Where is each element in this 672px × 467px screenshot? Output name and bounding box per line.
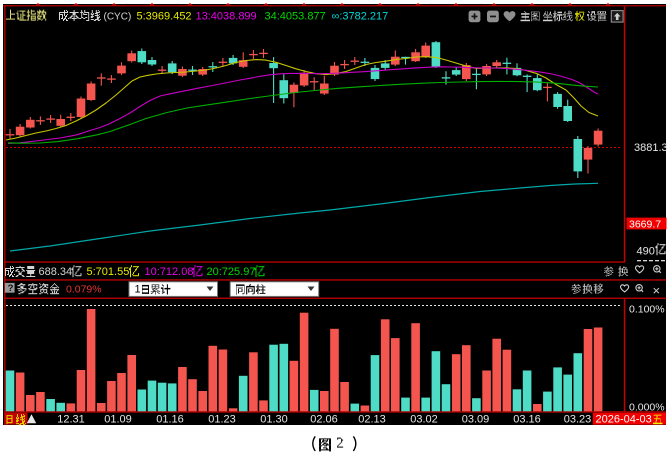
- svg-text:03.23: 03.23: [564, 413, 592, 425]
- svg-text:3881.3: 3881.3: [634, 142, 668, 154]
- svg-text:5:3969.452: 5:3969.452: [137, 10, 192, 22]
- svg-text:01.09: 01.09: [104, 413, 132, 425]
- svg-text:02.06: 02.06: [310, 413, 338, 425]
- svg-text:01.16: 01.16: [156, 413, 184, 425]
- svg-text:34:4053.877: 34:4053.877: [265, 10, 326, 22]
- svg-text:0.000%: 0.000%: [629, 401, 665, 413]
- svg-text:13:4038.899: 13:4038.899: [196, 10, 257, 22]
- svg-text:0.100%: 0.100%: [629, 303, 665, 315]
- svg-text:5:701.55: 5:701.55: [87, 266, 130, 278]
- svg-text:0.079%: 0.079%: [66, 283, 102, 295]
- svg-text:03.09: 03.09: [462, 413, 490, 425]
- svg-text:3669.7: 3669.7: [629, 218, 661, 230]
- svg-text:01.23: 01.23: [208, 413, 236, 425]
- svg-text:∞:3782.217: ∞:3782.217: [332, 10, 389, 22]
- svg-text:01.30: 01.30: [260, 413, 288, 425]
- svg-text:×: ×: [653, 283, 661, 298]
- svg-text:490: 490: [637, 246, 655, 258]
- svg-text:03.16: 03.16: [513, 413, 541, 425]
- svg-text:02.13: 02.13: [358, 413, 386, 425]
- svg-text:2026-04-03: 2026-04-03: [596, 413, 652, 425]
- svg-text:03.02: 03.02: [410, 413, 438, 425]
- svg-text:1: 1: [135, 284, 141, 296]
- svg-text:12.31: 12.31: [57, 413, 85, 425]
- svg-text:?: ?: [8, 283, 14, 294]
- svg-text:20:725.97: 20:725.97: [207, 266, 256, 278]
- svg-text:(CYC): (CYC): [104, 11, 132, 22]
- svg-text:10:712.08: 10:712.08: [145, 266, 194, 278]
- svg-text:688.34: 688.34: [39, 266, 73, 278]
